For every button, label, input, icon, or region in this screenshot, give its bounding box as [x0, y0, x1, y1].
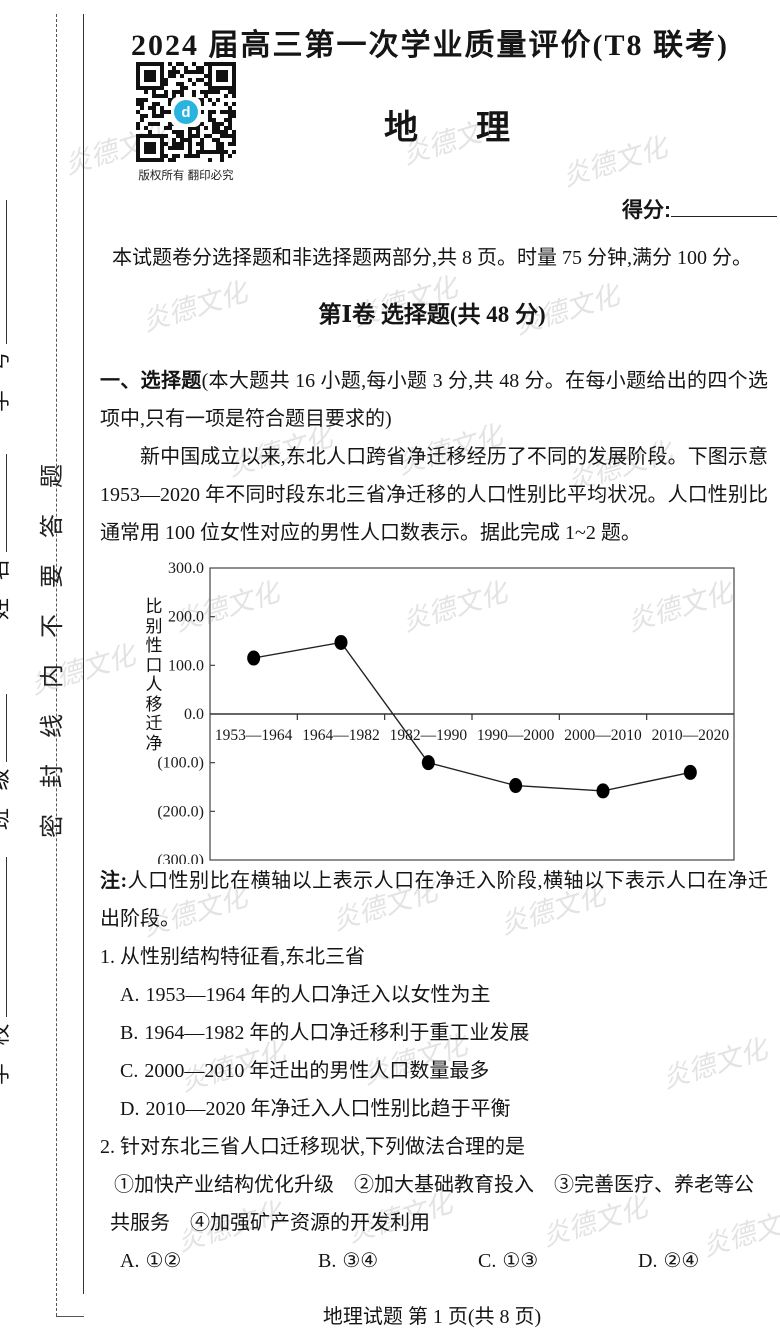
qr-logo: d — [171, 97, 201, 127]
q2-option-a: A. ①② — [120, 1242, 318, 1280]
q2-items-line1: ①加快产业结构优化升级 ②加大基础教育投入 ③完善医疗、养老等公 — [114, 1174, 754, 1196]
option-label: D. — [120, 1098, 140, 1120]
svg-text:100.0: 100.0 — [168, 657, 204, 674]
stimulus-paragraph: 新中国成立以来,东北人口跨省净迁移经历了不同的发展阶段。下图示意 1953—20… — [100, 446, 768, 544]
svg-text:1953—1964: 1953—1964 — [215, 727, 293, 744]
qr-caption: 版权所有 翻印必究 — [138, 170, 234, 182]
q2-items-line2: 共服务 ④加强矿产资源的开发利用 — [110, 1212, 430, 1234]
question-text: 从性别结构特征看,东北三省 — [120, 946, 365, 968]
question-2: 2. 针对东北三省人口迁移现状,下列做法合理的是 — [100, 1128, 768, 1166]
question-text: 针对东北三省人口迁移现状,下列做法合理的是 — [120, 1136, 525, 1158]
selector-heading-bold: 一、选择题 — [100, 370, 202, 392]
seal-field-student-id: 学 号 — [0, 200, 12, 412]
q2-option-b: B. ③④ — [318, 1242, 478, 1280]
question-number: 1. — [100, 946, 115, 968]
subject-char: 地 — [384, 110, 418, 147]
page-footer: 地理试题 第 1 页(共 8 页) — [322, 1306, 542, 1328]
svg-text:2010—2020: 2010—2020 — [652, 727, 730, 744]
svg-text:(200.0): (200.0) — [157, 803, 204, 820]
seal-dashed-line — [56, 14, 57, 1316]
selector-heading-rest: (本大题共 16 小题,每小题 3 分,共 48 分。在每小题给出的四个选项中,… — [100, 370, 768, 430]
option-label: C. — [120, 1060, 139, 1082]
seal-field-label: 班 级 — [0, 762, 12, 830]
option-text: ②④ — [663, 1250, 700, 1272]
q1-option-b: B. 1964—1982 年的人口净迁移利于重工业发展 — [100, 1014, 768, 1052]
chart-note-label: 注: — [100, 870, 128, 892]
seal-field-label: 学 校 — [0, 1017, 12, 1085]
svg-text:200.0: 200.0 — [168, 609, 204, 626]
svg-text:0.0: 0.0 — [184, 706, 204, 723]
option-label: B. — [318, 1250, 337, 1272]
seal-field-blank — [2, 454, 7, 553]
chart-y-axis-label: 比别性口人移迁净 — [145, 597, 163, 753]
seal-field-school: 学 校 — [0, 857, 12, 1085]
option-label: A. — [120, 1250, 140, 1272]
option-text: 2000—2010 年迁出的男性人口数量最多 — [144, 1060, 490, 1082]
option-text: ①③ — [502, 1250, 539, 1272]
q2-option-d: D. ②④ — [638, 1242, 768, 1280]
left-border-line — [83, 14, 84, 1294]
q1-option-a: A. 1953—1964 年的人口净迁入以女性为主 — [100, 976, 768, 1014]
score-blank — [671, 201, 777, 217]
seal-field-class: 班 级 — [0, 694, 12, 830]
seal-field-label: 学 号 — [0, 344, 12, 412]
svg-text:1964—1982: 1964—1982 — [302, 727, 380, 744]
chart-note: 注:人口性别比在横轴以上表示人口在净迁入阶段,横轴以下表示人口在净迁出阶段。 — [100, 862, 768, 938]
svg-text:(100.0): (100.0) — [157, 755, 204, 772]
exam-instructions: 本试题卷分选择题和非选择题两部分,共 8 页。时量 75 分钟,满分 100 分… — [112, 247, 752, 269]
seal-phrase: 密封线内不要答题 — [40, 438, 66, 838]
option-text: 1953—1964 年的人口净迁入以女性为主 — [145, 984, 491, 1006]
seal-field-name: 姓 名 — [0, 454, 12, 620]
chart-plot: 300.0 200.0 100.0 0.0 (100.0) (200.0) (300.0) 1… — [157, 562, 735, 864]
score-field: 得分: — [622, 194, 777, 224]
seal-field-blank — [2, 694, 7, 763]
q1-option-d: D. 2010—2020 年净迁入人口性别比趋于平衡 — [100, 1090, 768, 1128]
svg-text:2000—2010: 2000—2010 — [564, 727, 642, 744]
question-number: 2. — [100, 1136, 115, 1158]
selector-heading: 一、选择题(本大题共 16 小题,每小题 3 分,共 48 分。在每小题给出的四… — [100, 362, 768, 438]
option-text: ①② — [145, 1250, 182, 1272]
section-title: 第Ⅰ卷 选择题(共 48 分) — [318, 302, 546, 327]
q2-option-c: C. ①③ — [478, 1242, 638, 1280]
option-text: 1964—1982 年的人口净迁移利于重工业发展 — [144, 1022, 530, 1044]
subject-title: 地 理 — [114, 100, 780, 149]
page-title: 2024 届高三第一次学业质量评价(T8 联考) — [131, 29, 729, 62]
qr-code: d — [136, 62, 236, 162]
seal-foot-line — [56, 1316, 84, 1317]
option-label: B. — [120, 1022, 139, 1044]
q2-options-row: A. ①② B. ③④ C. ①③ D. ②④ — [100, 1242, 768, 1280]
seal-field-blank — [2, 200, 7, 345]
option-text: 2010—2020 年净迁入人口性别比趋于平衡 — [145, 1098, 511, 1120]
chart-note-text: 人口性别比在横轴以上表示人口在净迁入阶段,横轴以下表示人口在净迁出阶段。 — [100, 870, 768, 930]
main-content: 一、选择题(本大题共 16 小题,每小题 3 分,共 48 分。在每小题给出的四… — [100, 362, 768, 1280]
qr-logo-letter: d — [174, 100, 198, 124]
q1-option-c: C. 2000—2010 年迁出的男性人口数量最多 — [100, 1052, 768, 1090]
sex-ratio-chart: 比别性口人移迁净 300.0 200.0 100.0 0.0 (100.0) (200.0… — [100, 552, 768, 864]
svg-text:(300.0): (300.0) — [157, 852, 204, 864]
svg-text:300.0: 300.0 — [168, 562, 204, 577]
question-1: 1. 从性别结构特征看,东北三省 — [100, 938, 768, 976]
option-label: C. — [478, 1250, 497, 1272]
subject-char: 理 — [476, 110, 510, 147]
option-text: ③④ — [342, 1250, 379, 1272]
qr-pattern — [136, 62, 236, 162]
score-label: 得分: — [622, 199, 671, 222]
option-label: A. — [120, 984, 140, 1006]
svg-text:1982—1990: 1982—1990 — [390, 727, 468, 744]
seal-field-label: 姓 名 — [0, 552, 12, 620]
seal-field-blank — [2, 857, 7, 1018]
svg-text:1990—2000: 1990—2000 — [477, 727, 555, 744]
option-label: D. — [638, 1250, 658, 1272]
